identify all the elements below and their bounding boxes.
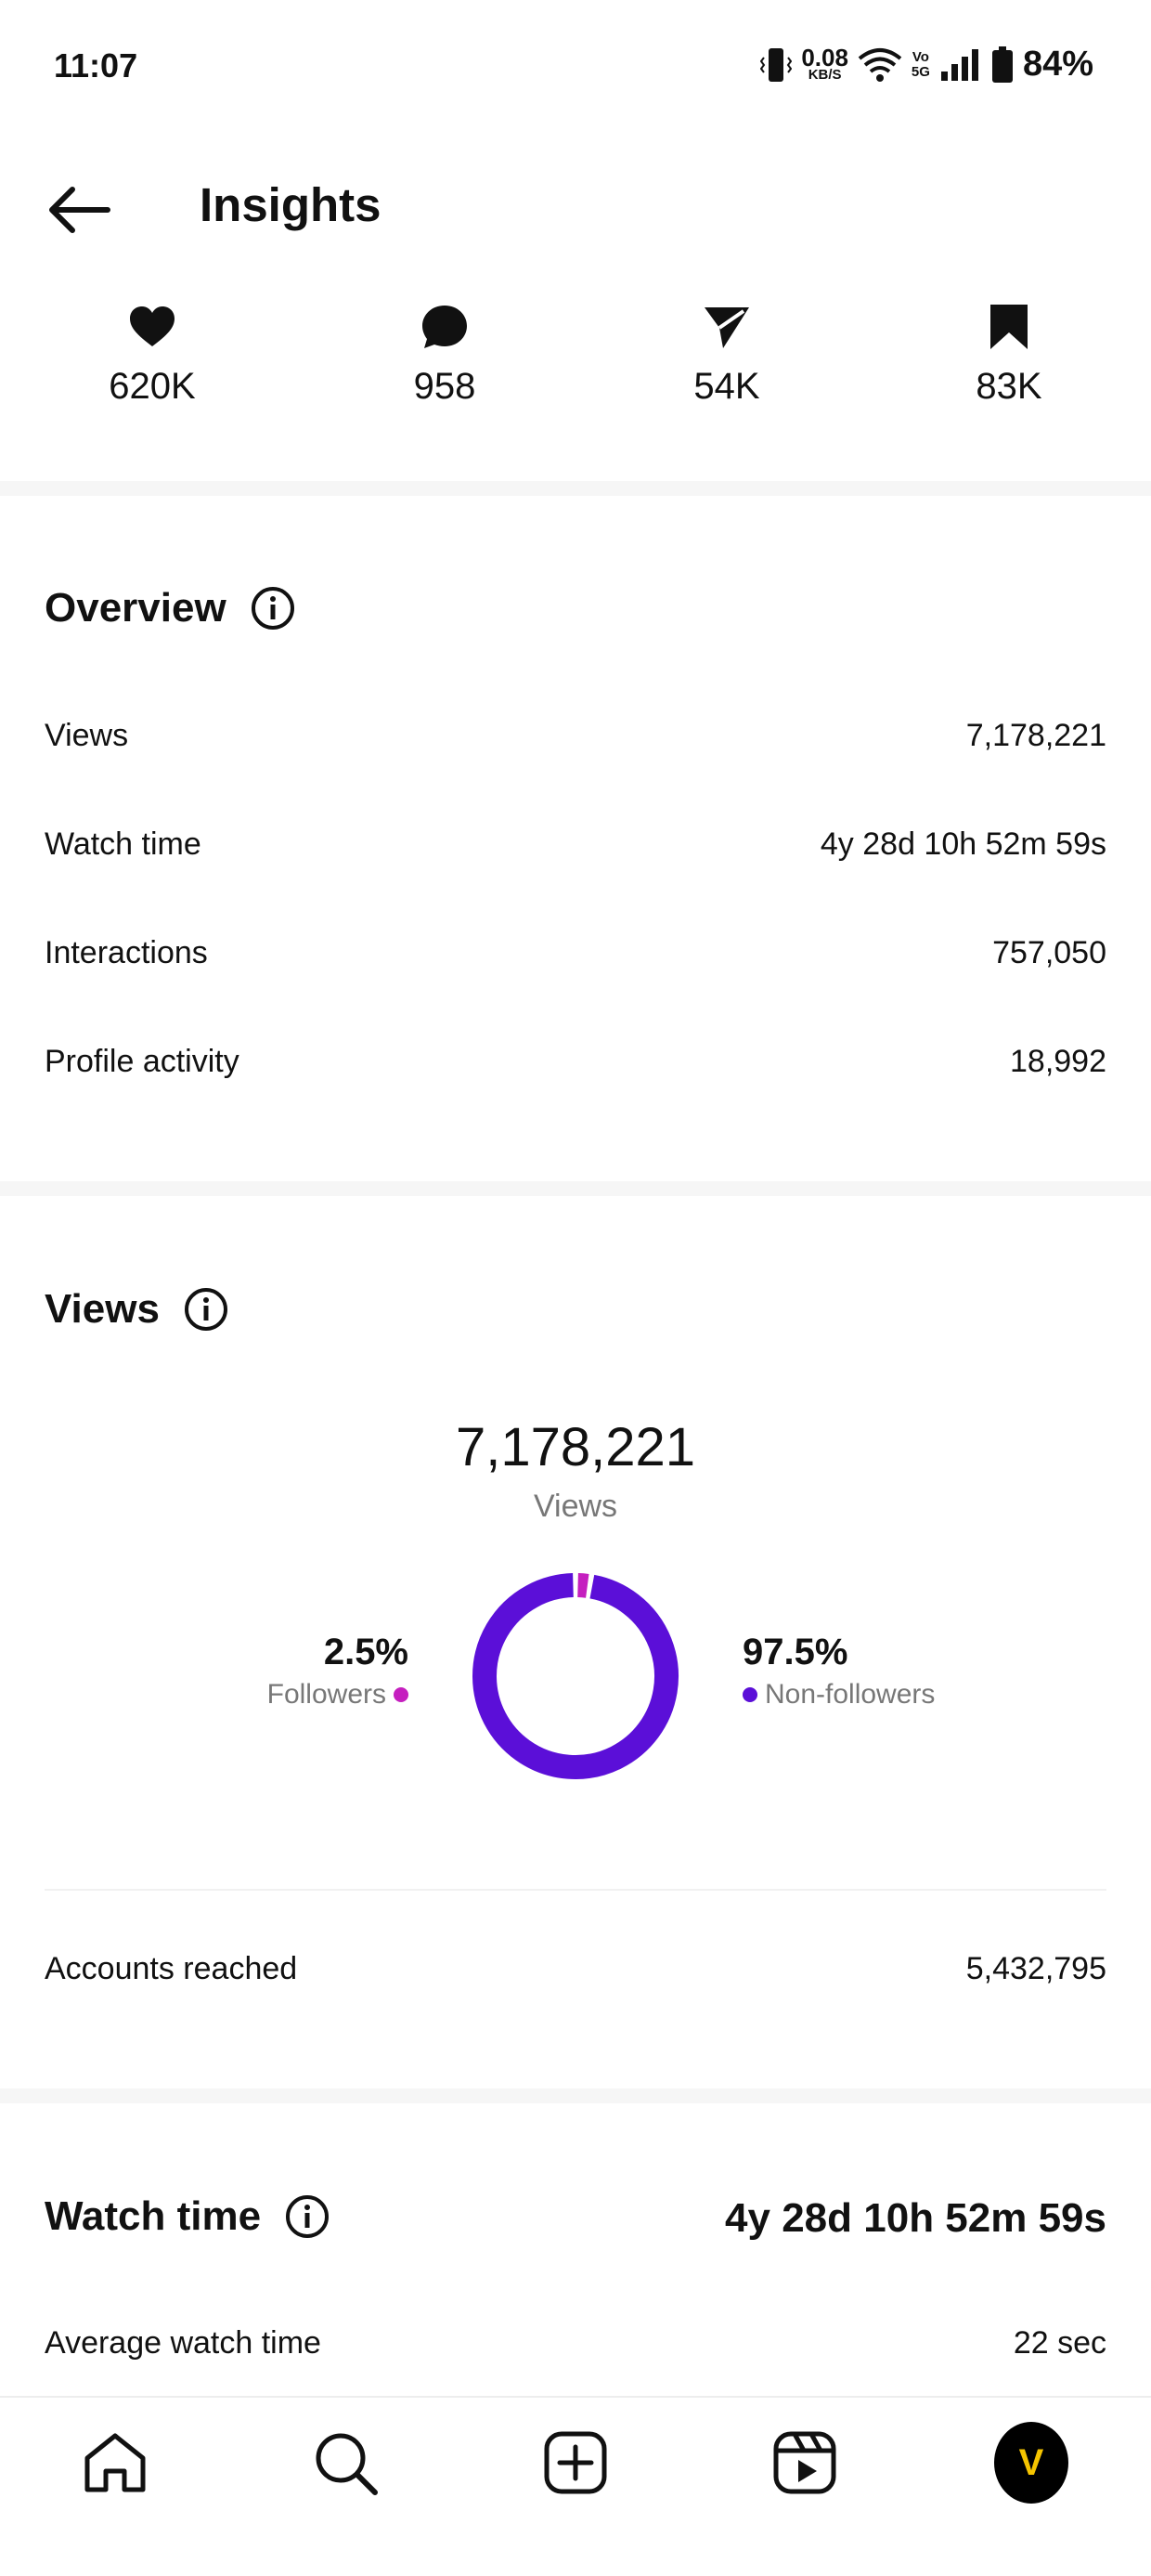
nonfollowers-legend: 97.5% Non-followers <box>743 1632 1021 1711</box>
shares-stat: 54K <box>634 299 820 408</box>
likes-stat: 620K <box>59 299 245 408</box>
bottom-nav <box>0 2396 1151 2576</box>
home-icon <box>84 2433 146 2492</box>
followers-label: Followers <box>266 1679 386 1710</box>
overview-row-label: Watch time <box>45 826 201 862</box>
profile-avatar: V <box>994 2422 1068 2504</box>
battery-icon <box>991 46 1013 83</box>
overview-row-label: Views <box>45 718 129 753</box>
comments-count: 958 <box>413 366 476 407</box>
section-divider <box>0 2088 1151 2103</box>
saves-stat: 83K <box>916 299 1102 408</box>
wifi-icon <box>858 47 902 82</box>
views-total: 7,178,221 <box>455 1417 696 1477</box>
status-time: 11:07 <box>54 46 138 85</box>
views-heading: Views <box>45 1286 228 1333</box>
nav-search[interactable] <box>308 2426 382 2500</box>
overview-row-label: Interactions <box>45 935 208 970</box>
views-donut-chart <box>472 1573 679 1779</box>
nonfollowers-percentage: 97.5% <box>743 1632 848 1672</box>
info-icon[interactable] <box>184 1287 228 1332</box>
search-icon <box>316 2433 378 2495</box>
info-icon[interactable] <box>251 586 295 631</box>
back-arrow-icon[interactable] <box>45 182 111 238</box>
separator-line <box>45 1889 1106 1891</box>
nav-profile[interactable]: V <box>994 2422 1068 2504</box>
donut-slice-non-followers <box>472 1573 679 1779</box>
overview-row-value: 7,178,221 <box>965 718 1106 753</box>
nonfollowers-dot <box>743 1687 757 1702</box>
nav-reels[interactable] <box>768 2426 842 2500</box>
signal-icon <box>940 48 978 81</box>
overview-row-value: 4y 28d 10h 52m 59s <box>820 826 1106 862</box>
vibrate-icon <box>760 47 793 82</box>
nav-create[interactable] <box>538 2426 613 2500</box>
comment-icon <box>422 306 467 348</box>
nav-home[interactable] <box>78 2426 152 2500</box>
section-divider <box>0 1181 1151 1196</box>
page-title: Insights <box>200 178 382 231</box>
overview-row-value: 18,992 <box>1010 1044 1106 1079</box>
overview-heading: Overview <box>45 585 295 631</box>
shares-count: 54K <box>693 366 760 407</box>
overview-row-value: 757,050 <box>992 935 1106 970</box>
followers-percentage: 2.5% <box>323 1632 408 1672</box>
accounts-reached-value: 5,432,795 <box>965 1951 1106 1986</box>
info-icon[interactable] <box>285 2194 330 2239</box>
send-icon <box>705 307 749 348</box>
followers-legend: 2.5% Followers <box>186 1632 408 1711</box>
battery-percentage: 84% <box>1022 45 1093 84</box>
views-total-label: Views <box>533 1489 618 1524</box>
nonfollowers-label: Non-followers <box>765 1679 936 1710</box>
likes-count: 620K <box>109 366 196 407</box>
section-divider <box>0 481 1151 496</box>
saves-count: 83K <box>976 366 1042 407</box>
accounts-reached-label: Accounts reached <box>45 1951 298 1986</box>
status-icons: 0.08 KB/S Vo 5G 84% <box>760 45 1093 85</box>
data-rate: 0.08 KB/S <box>801 43 848 83</box>
volte-indicator: Vo 5G <box>911 48 930 80</box>
donut-slice-followers <box>577 1573 589 1598</box>
create-icon <box>544 2431 607 2494</box>
followers-dot <box>394 1687 408 1702</box>
watch-time-heading: Watch time <box>45 2193 330 2240</box>
reels-icon <box>773 2431 836 2494</box>
overview-row-label: Profile activity <box>45 1044 239 1079</box>
avg-watch-time-value: 22 sec <box>1013 2325 1106 2361</box>
comments-stat: 958 <box>352 299 537 408</box>
heart-icon <box>130 306 175 346</box>
bookmark-icon <box>990 305 1028 349</box>
watch-time-value: 4y 28d 10h 52m 59s <box>725 2195 1106 2241</box>
avg-watch-time-label: Average watch time <box>45 2325 321 2361</box>
